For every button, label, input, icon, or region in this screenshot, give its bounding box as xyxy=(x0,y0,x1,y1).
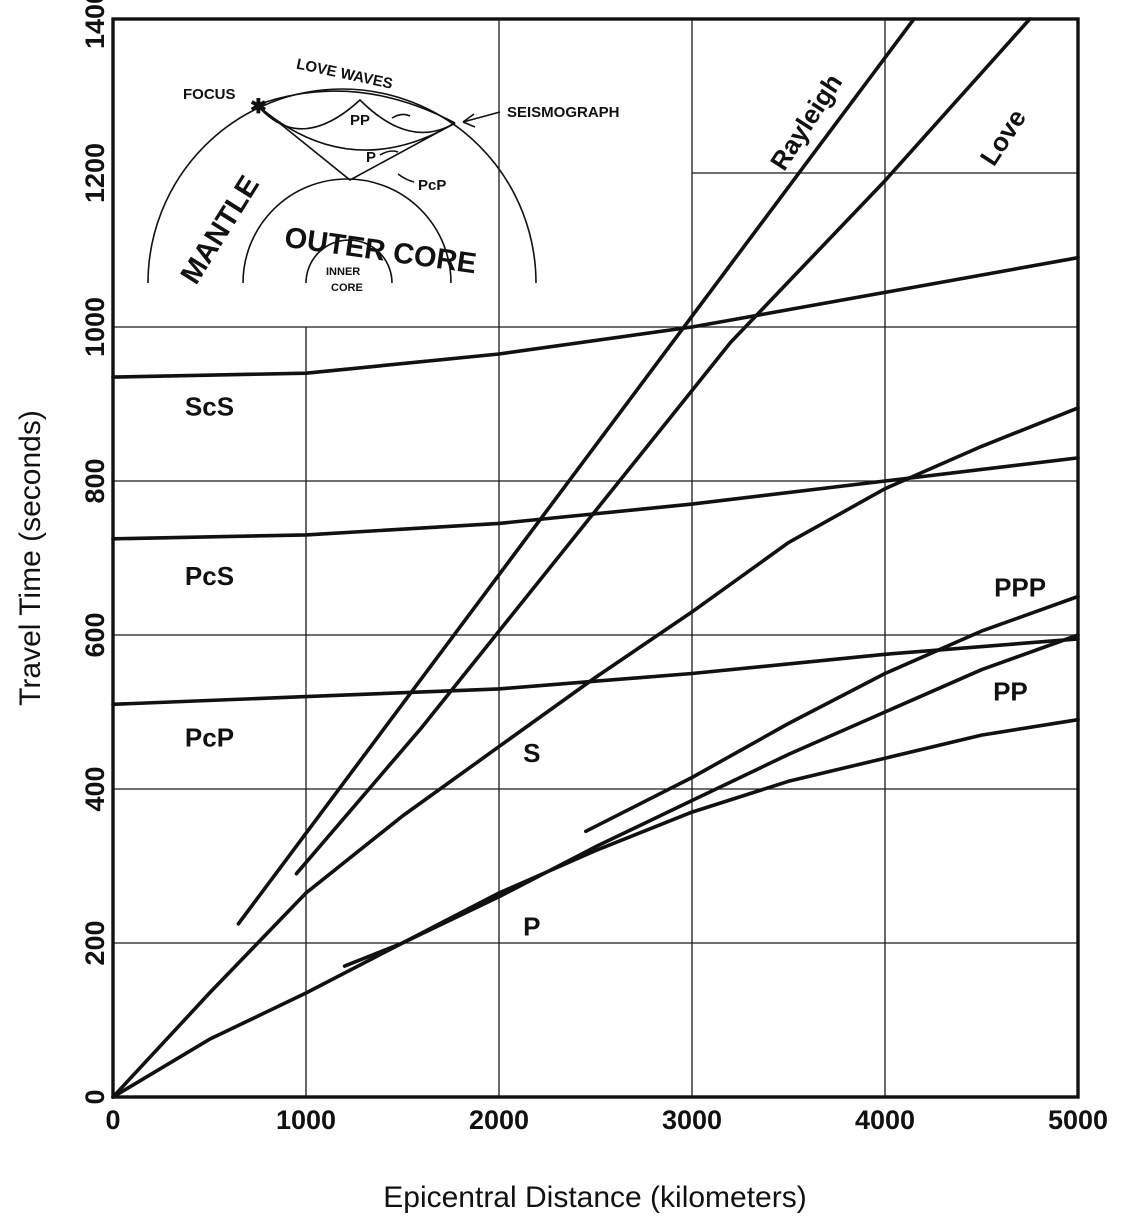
series-label-scs: ScS xyxy=(185,392,234,422)
series-lines xyxy=(111,17,1080,1099)
series-line-ppp xyxy=(584,594,1080,834)
inset-pcp-leader xyxy=(397,173,415,183)
series-line-love xyxy=(294,17,1032,876)
series-label-s: S xyxy=(523,738,540,768)
x-tick-label-3000: 3000 xyxy=(662,1105,722,1135)
y-tick-label-400: 400 xyxy=(80,766,110,811)
series-label-pcp: PcP xyxy=(185,723,234,753)
inset-inner-core-arc xyxy=(305,239,393,284)
series-line-p xyxy=(111,717,1080,1099)
x-tick-label-1000: 1000 xyxy=(276,1105,336,1135)
y-tick-label-200: 200 xyxy=(80,920,110,965)
inset-seismograph-arrow-icon xyxy=(462,111,501,128)
x-tick-label-2000: 2000 xyxy=(469,1105,529,1135)
series-line-s xyxy=(111,406,1080,1099)
series-line-pcp xyxy=(111,637,1080,707)
inset-p-label: P xyxy=(366,149,376,166)
series-label-ppp: PPP xyxy=(994,573,1046,603)
y-tick-label-800: 800 xyxy=(80,458,110,503)
inset-inner-core-label-1: INNER xyxy=(326,266,360,278)
inset-p-leader xyxy=(379,150,399,156)
x-tick-label-4000: 4000 xyxy=(855,1105,915,1135)
series-line-pcs xyxy=(111,456,1080,541)
tick-labels: 0 1000 2000 3000 4000 5000 0 200 400 600 800 1000 12… xyxy=(80,0,1108,1135)
inset-pp-label: PP xyxy=(350,112,370,129)
series-line-rayleigh xyxy=(236,17,916,926)
series-label-p: P xyxy=(523,911,540,941)
plot-frame xyxy=(111,17,1080,1099)
inset-focus-label: FOCUS xyxy=(183,86,236,103)
inset-seismograph-label: SEISMOGRAPH xyxy=(507,104,620,121)
series-label-pcs: PcS xyxy=(185,561,234,591)
x-tick-label-5000: 5000 xyxy=(1048,1105,1108,1135)
y-tick-label-0: 0 xyxy=(80,1089,110,1104)
series-line-pp xyxy=(342,633,1080,968)
x-axis-title: Epicentral Distance (kilometers) xyxy=(383,1181,806,1214)
series-line-scs xyxy=(111,255,1080,379)
inset-inner-core-label-2: CORE xyxy=(331,282,363,294)
y-tick-label-1000: 1000 xyxy=(80,297,110,357)
y-tick-label-1400: 1400 xyxy=(80,0,110,49)
x-tick-label-0: 0 xyxy=(105,1105,120,1135)
series-label-pp: PP xyxy=(993,676,1028,706)
inset-love-wave-path xyxy=(256,90,456,124)
y-tick-label-1200: 1200 xyxy=(80,143,110,203)
inset-pp-leader xyxy=(391,113,411,119)
inset-earth-surface-arc xyxy=(147,88,537,284)
inset-outer-core-arc xyxy=(242,178,452,284)
inset-pcp-label: PcP xyxy=(418,177,446,194)
grid-lines xyxy=(113,19,1078,1097)
y-tick-label-600: 600 xyxy=(80,612,110,657)
y-axis-title: Travel Time (seconds) xyxy=(14,410,47,706)
inset-pcp-path xyxy=(256,104,456,181)
inset-focus-star-icon: ✱ xyxy=(250,96,267,118)
